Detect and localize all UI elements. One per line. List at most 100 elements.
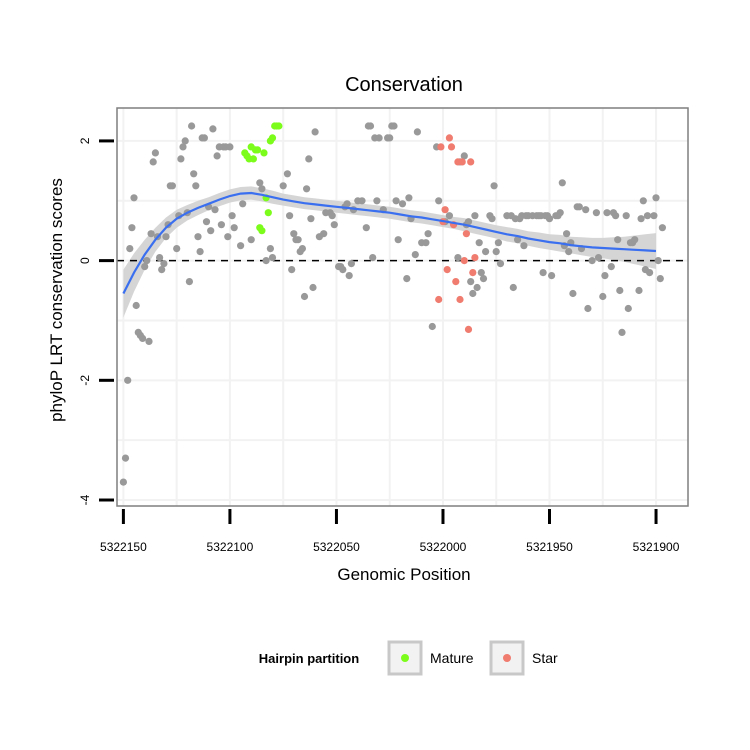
point-other [262,257,270,265]
y-tick-label: -4 [78,494,92,505]
y-tick-label: -2 [78,375,92,386]
point-other [545,215,554,223]
point-other [403,275,411,283]
point-other [469,289,477,298]
point-other [482,248,490,256]
point-other [494,239,502,247]
point-other [147,230,155,238]
point-other [213,152,221,160]
point-other [358,197,366,205]
point-other [266,245,274,253]
point-other [588,257,596,265]
point-other [390,122,398,130]
point-mature [254,146,262,154]
point-other [369,254,377,262]
point-other [188,122,196,130]
y-tick-label: 2 [78,137,92,144]
point-other [339,266,347,274]
point-star [456,295,464,304]
point-other [624,304,632,313]
point-other [320,230,328,238]
point-star [435,295,443,304]
point-other [237,242,245,250]
point-other [563,230,571,238]
x-tick-label: 5322100 [207,540,254,554]
point-other [471,212,479,220]
point-other [141,263,149,271]
point-other [126,245,134,253]
point-other [658,224,667,232]
point-other [300,292,309,301]
point-other [445,212,453,220]
point-other [652,194,660,202]
point-other [149,158,157,166]
chart-title: Conservation [345,74,463,96]
point-other [599,292,607,301]
point-mature [268,134,277,142]
point-star [447,143,456,151]
point-other [158,266,166,274]
point-other [612,212,620,220]
x-tick-label: 5322050 [313,540,360,554]
legend-key-star [489,640,525,676]
point-other [286,212,294,220]
point-other [631,236,639,244]
legend-dot-mature [401,654,409,662]
point-other [228,212,236,220]
point-other [607,263,615,271]
point-other [119,478,127,486]
point-other [268,254,277,262]
y-tick-label: 0 [78,257,92,264]
point-other [366,122,375,130]
point-mature [260,149,268,157]
point-other [247,236,255,244]
point-other [330,221,338,229]
point-other [309,283,317,292]
point-other [307,215,315,223]
point-other [375,134,383,142]
point-other [177,155,185,163]
point-other [239,200,247,208]
point-other [548,272,556,280]
point-other [386,134,394,142]
point-other [179,143,187,151]
smooth-line-path [122,191,657,294]
point-other [185,278,193,286]
point-other [473,283,481,292]
legend-label-mature: Mature [430,650,474,666]
point-star [452,278,460,286]
point-other [224,233,232,241]
point-other [392,197,400,205]
point-other [196,248,204,256]
point-other [618,328,626,336]
point-other [594,254,603,262]
point-star [443,266,451,274]
point-other [405,194,413,202]
point-other [156,254,164,262]
legend: Hairpin partition Mature Star [259,640,558,676]
point-star [471,254,479,262]
point-other [394,236,402,244]
point-other [435,197,443,205]
point-other [230,224,238,232]
gridlines [117,108,688,506]
point-other [145,337,153,345]
x-axis-label: Genomic Position [337,565,470,584]
point-other [190,170,198,178]
point-other [488,215,496,223]
point-other [194,233,202,241]
point-other [646,269,654,277]
point-other [622,212,630,220]
point-other [654,257,662,265]
point-other [128,224,136,232]
point-other [226,143,234,151]
x-tick-label: 5321900 [633,540,680,554]
point-star [437,143,445,151]
point-other [582,206,590,214]
point-mature [249,155,257,163]
point-other [209,125,217,133]
point-other [132,301,140,310]
x-tick-label: 5322000 [420,540,467,554]
point-other [124,376,132,384]
point-other [464,218,473,226]
